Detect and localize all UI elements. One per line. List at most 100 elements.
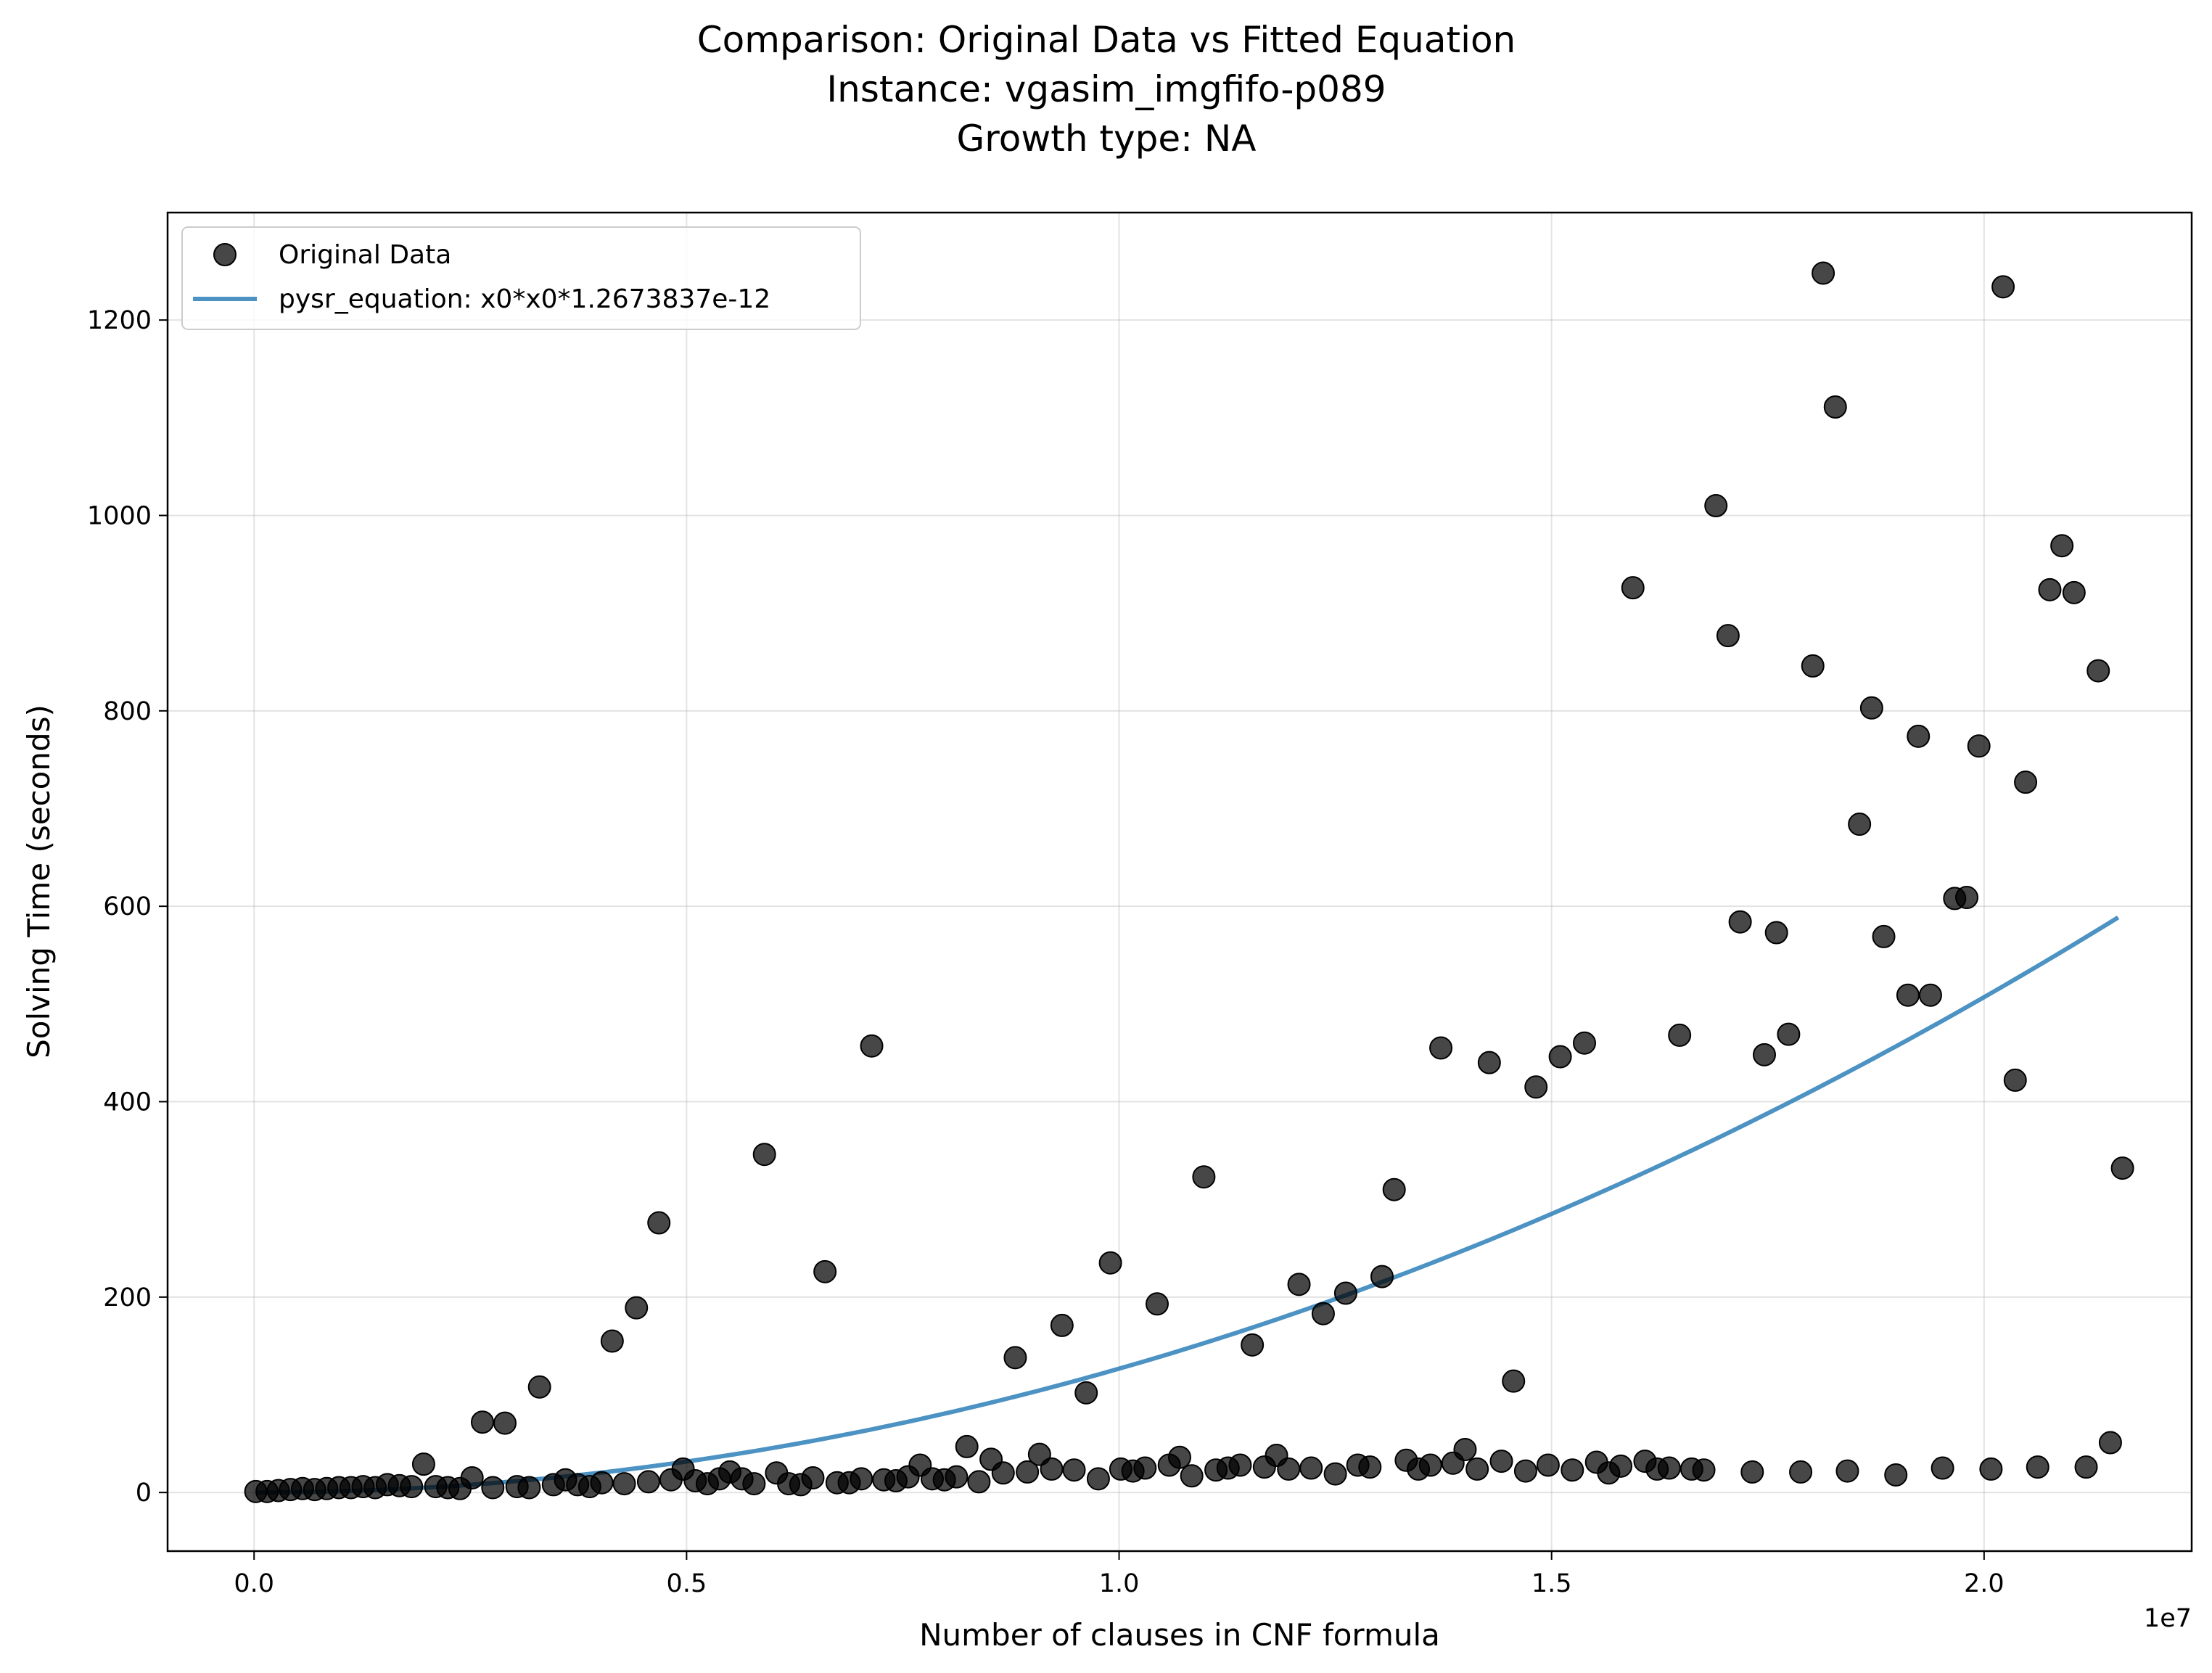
data-point <box>2074 1455 2098 1479</box>
data-point <box>2110 1156 2134 1180</box>
data-point <box>1513 1459 1537 1483</box>
data-point <box>991 1461 1015 1485</box>
data-point <box>1657 1456 1681 1480</box>
data-point <box>1859 696 1883 720</box>
data-point <box>1621 576 1645 600</box>
legend: Original Data pysr_equation: x0*x0*1.267… <box>181 226 861 330</box>
legend-label-fit-line: pysr_equation: x0*x0*1.2673837e-12 <box>279 284 770 314</box>
data-point <box>1789 1460 1813 1484</box>
legend-label-original-data: Original Data <box>279 240 451 270</box>
data-point <box>1370 1265 1394 1288</box>
data-point <box>1872 924 1896 948</box>
data-point <box>517 1476 541 1500</box>
data-point <box>742 1472 766 1496</box>
data-point <box>1003 1346 1027 1370</box>
data-point <box>945 1465 969 1489</box>
data-point <box>1358 1455 1382 1479</box>
data-point <box>1918 983 1942 1007</box>
data-point <box>1429 1036 1453 1060</box>
data-point <box>1848 813 1872 836</box>
data-point <box>1453 1437 1477 1461</box>
chart-title-line-3: Growth type: NA <box>957 118 1257 160</box>
data-point <box>1299 1456 1323 1480</box>
data-point <box>1609 1454 1633 1478</box>
data-point <box>1277 1457 1301 1481</box>
x-tick-label: 0.5 <box>667 1569 707 1598</box>
data-point <box>1323 1462 1347 1486</box>
data-point <box>625 1296 649 1320</box>
x-axis-label: Number of clauses in CNF formula <box>919 1617 1440 1653</box>
x-tick-label: 0.0 <box>234 1569 274 1598</box>
data-point <box>1333 1281 1357 1305</box>
y-axis-label: Solving Time (seconds) <box>21 704 57 1059</box>
data-point <box>1192 1165 1216 1189</box>
data-point <box>1241 1333 1265 1357</box>
data-point <box>1502 1369 1526 1393</box>
y-tick-label: 800 <box>103 697 152 726</box>
data-point <box>850 1467 873 1491</box>
data-point <box>1074 1381 1098 1405</box>
data-point <box>493 1411 517 1435</box>
x-offset-label: 1e7 <box>2144 1604 2192 1633</box>
data-point <box>967 1470 991 1494</box>
y-tick-label: 1200 <box>87 306 152 335</box>
scatter-points <box>244 261 2134 1503</box>
data-point <box>1168 1445 1191 1469</box>
data-point <box>801 1466 825 1489</box>
data-point <box>2038 577 2062 601</box>
data-point <box>1931 1456 1954 1480</box>
data-point <box>481 1476 505 1500</box>
data-point <box>752 1143 776 1167</box>
data-point <box>1287 1273 1311 1296</box>
data-point <box>1561 1458 1584 1482</box>
data-point <box>2014 770 2038 794</box>
data-point <box>1040 1457 1064 1481</box>
data-point <box>1812 261 1835 285</box>
data-point <box>1764 921 1788 945</box>
data-point <box>1979 1457 2003 1481</box>
y-tick-label: 600 <box>103 892 152 921</box>
data-point <box>1668 1023 1692 1047</box>
data-point <box>1692 1458 1716 1482</box>
data-point <box>1489 1450 1513 1473</box>
data-point <box>647 1211 671 1235</box>
data-point <box>590 1471 614 1495</box>
data-point <box>1907 724 1931 748</box>
data-point <box>2098 1431 2122 1455</box>
data-point <box>1311 1302 1335 1325</box>
axis-ticks: 0.0 0.5 1.0 1.5 2.0 0 200 400 600 800 1000 1200 <box>87 306 2005 1598</box>
data-point <box>636 1470 660 1494</box>
data-point <box>460 1466 484 1489</box>
data-point <box>2050 534 2074 558</box>
data-point <box>1062 1458 1086 1482</box>
data-point <box>1740 1460 1764 1484</box>
data-point <box>1967 734 1991 758</box>
data-point <box>1777 1022 1801 1046</box>
y-tick-label: 200 <box>103 1283 152 1312</box>
data-point <box>600 1329 624 1353</box>
y-tick-label: 0 <box>136 1479 152 1508</box>
data-point <box>1955 886 1978 910</box>
data-point <box>400 1475 424 1499</box>
x-tick-label: 1.0 <box>1099 1569 1140 1598</box>
data-point <box>1382 1177 1406 1201</box>
data-point <box>411 1452 435 1476</box>
data-point <box>1801 654 1825 678</box>
data-point <box>1548 1045 1572 1069</box>
data-point <box>860 1034 884 1058</box>
x-tick-label: 2.0 <box>1964 1569 2005 1598</box>
data-point <box>1835 1459 1859 1483</box>
y-tick-label: 400 <box>103 1088 152 1117</box>
data-point <box>1704 494 1728 518</box>
data-point <box>612 1472 636 1496</box>
data-point <box>1050 1313 1074 1337</box>
data-point <box>1086 1467 1110 1491</box>
data-point <box>1536 1453 1560 1477</box>
data-point <box>1146 1292 1169 1316</box>
data-point <box>1728 910 1752 934</box>
data-point <box>527 1375 551 1399</box>
data-point <box>1180 1464 1204 1488</box>
data-point <box>1465 1457 1489 1481</box>
data-point <box>955 1434 979 1458</box>
